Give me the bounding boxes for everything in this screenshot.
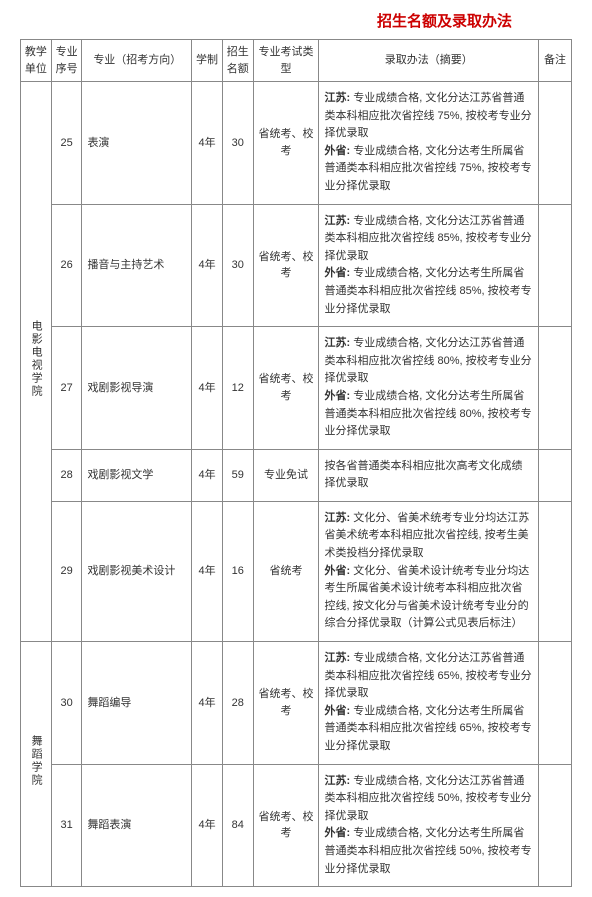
examtype-cell: 省统考、校考: [253, 642, 319, 765]
quota-cell: 59: [222, 449, 253, 501]
table-row: 27 戏剧影视导演 4年 12 省统考、校考 江苏: 专业成绩合格, 文化分达江…: [21, 327, 572, 450]
seq-cell: 26: [51, 204, 82, 327]
table-row: 26 播音与主持艺术 4年 30 省统考、校考 江苏: 专业成绩合格, 文化分达…: [21, 204, 572, 327]
th-note: 备注: [538, 40, 571, 82]
seq-cell: 27: [51, 327, 82, 450]
unit-cell: 舞蹈学院: [21, 642, 52, 887]
table-row: 电影电视学院 25 表演 4年 30 省统考、校考 江苏: 专业成绩合格, 文化…: [21, 82, 572, 205]
method-single-text: 按各省普通类本科相应批次高考文化成绩择优录取: [324, 460, 522, 490]
note-cell: [538, 764, 571, 887]
page-title: 招生名额及录取办法: [20, 10, 572, 31]
unit-name: 舞蹈学院: [28, 735, 45, 787]
method-wp-text: 文化分、省美术设计统考专业分均达考生所属省美术设计统考本科相应批次省控线, 按文…: [324, 565, 529, 630]
quota-cell: 28: [222, 642, 253, 765]
method-js-label: 江苏:: [324, 652, 353, 664]
method-wp-label: 外省:: [324, 390, 353, 402]
year-cell: 4年: [192, 449, 223, 501]
quota-cell: 12: [222, 327, 253, 450]
method-wp-text: 专业成绩合格, 文化分达考生所属省普通类本科相应批次省控线 65%, 按校考专业…: [324, 705, 531, 752]
method-wp-text: 专业成绩合格, 文化分达考生所属省普通类本科相应批次省控线 50%, 按校考专业…: [324, 827, 531, 874]
year-cell: 4年: [192, 764, 223, 887]
seq-cell: 30: [51, 642, 82, 765]
table-row: 31 舞蹈表演 4年 84 省统考、校考 江苏: 专业成绩合格, 文化分达江苏省…: [21, 764, 572, 887]
major-cell: 舞蹈表演: [82, 764, 192, 887]
method-js-text: 文化分、省美术统考专业分均达江苏省美术统考本科相应批次省控线, 按考生美术类投档…: [324, 512, 529, 559]
method-cell: 江苏: 专业成绩合格, 文化分达江苏省普通类本科相应批次省控线 50%, 按校考…: [319, 764, 539, 887]
year-cell: 4年: [192, 82, 223, 205]
method-js-text: 专业成绩合格, 文化分达江苏省普通类本科相应批次省控线 50%, 按校考专业分择…: [324, 775, 531, 822]
method-js-text: 专业成绩合格, 文化分达江苏省普通类本科相应批次省控线 80%, 按校考专业分择…: [324, 337, 531, 384]
method-js-text: 专业成绩合格, 文化分达江苏省普通类本科相应批次省控线 75%, 按校考专业分择…: [324, 92, 531, 139]
seq-cell: 31: [51, 764, 82, 887]
seq-cell: 25: [51, 82, 82, 205]
method-wp-text: 专业成绩合格, 文化分达考生所属省普通类本科相应批次省控线 80%, 按校考专业…: [324, 390, 531, 437]
quota-cell: 16: [222, 501, 253, 641]
table-row: 舞蹈学院 30 舞蹈编导 4年 28 省统考、校考 江苏: 专业成绩合格, 文化…: [21, 642, 572, 765]
examtype-cell: 省统考、校考: [253, 204, 319, 327]
method-js-label: 江苏:: [324, 512, 353, 524]
table-header-row: 教学单位 专业序号 专业（招考方向） 学制 招生名额 专业考试类型 录取办法（摘…: [21, 40, 572, 82]
major-cell: 播音与主持艺术: [82, 204, 192, 327]
admission-table: 教学单位 专业序号 专业（招考方向） 学制 招生名额 专业考试类型 录取办法（摘…: [20, 39, 572, 887]
method-js-label: 江苏:: [324, 215, 353, 227]
table-body: 电影电视学院 25 表演 4年 30 省统考、校考 江苏: 专业成绩合格, 文化…: [21, 82, 572, 887]
table-row: 29 戏剧影视美术设计 4年 16 省统考 江苏: 文化分、省美术统考专业分均达…: [21, 501, 572, 641]
method-cell: 江苏: 专业成绩合格, 文化分达江苏省普通类本科相应批次省控线 80%, 按校考…: [319, 327, 539, 450]
year-cell: 4年: [192, 327, 223, 450]
note-cell: [538, 327, 571, 450]
method-js-label: 江苏:: [324, 92, 353, 104]
method-wp-label: 外省:: [324, 565, 353, 577]
examtype-cell: 省统考: [253, 501, 319, 641]
seq-cell: 28: [51, 449, 82, 501]
method-wp-label: 外省:: [324, 827, 353, 839]
year-cell: 4年: [192, 204, 223, 327]
major-cell: 表演: [82, 82, 192, 205]
method-cell: 按各省普通类本科相应批次高考文化成绩择优录取: [319, 449, 539, 501]
method-cell: 江苏: 专业成绩合格, 文化分达江苏省普通类本科相应批次省控线 75%, 按校考…: [319, 82, 539, 205]
major-cell: 戏剧影视导演: [82, 327, 192, 450]
examtype-cell: 专业免试: [253, 449, 319, 501]
note-cell: [538, 82, 571, 205]
method-wp-text: 专业成绩合格, 文化分达考生所属省普通类本科相应批次省控线 85%, 按校考专业…: [324, 267, 531, 314]
quota-cell: 30: [222, 204, 253, 327]
year-cell: 4年: [192, 642, 223, 765]
seq-cell: 29: [51, 501, 82, 641]
note-cell: [538, 642, 571, 765]
th-seq: 专业序号: [51, 40, 82, 82]
method-cell: 江苏: 文化分、省美术统考专业分均达江苏省美术统考本科相应批次省控线, 按考生美…: [319, 501, 539, 641]
unit-name: 电影电视学院: [28, 320, 45, 398]
method-js-label: 江苏:: [324, 775, 353, 787]
method-wp-label: 外省:: [324, 705, 353, 717]
method-js-label: 江苏:: [324, 337, 353, 349]
table-row: 28 戏剧影视文学 4年 59 专业免试 按各省普通类本科相应批次高考文化成绩择…: [21, 449, 572, 501]
method-wp-label: 外省:: [324, 267, 353, 279]
year-cell: 4年: [192, 501, 223, 641]
method-cell: 江苏: 专业成绩合格, 文化分达江苏省普通类本科相应批次省控线 65%, 按校考…: [319, 642, 539, 765]
quota-cell: 84: [222, 764, 253, 887]
method-js-text: 专业成绩合格, 文化分达江苏省普通类本科相应批次省控线 85%, 按校考专业分择…: [324, 215, 531, 262]
major-cell: 戏剧影视文学: [82, 449, 192, 501]
method-cell: 江苏: 专业成绩合格, 文化分达江苏省普通类本科相应批次省控线 85%, 按校考…: [319, 204, 539, 327]
quota-cell: 30: [222, 82, 253, 205]
th-unit: 教学单位: [21, 40, 52, 82]
note-cell: [538, 449, 571, 501]
examtype-cell: 省统考、校考: [253, 82, 319, 205]
th-method: 录取办法（摘要）: [319, 40, 539, 82]
th-examtype: 专业考试类型: [253, 40, 319, 82]
major-cell: 戏剧影视美术设计: [82, 501, 192, 641]
examtype-cell: 省统考、校考: [253, 327, 319, 450]
th-quota: 招生名额: [222, 40, 253, 82]
note-cell: [538, 204, 571, 327]
note-cell: [538, 501, 571, 641]
method-js-text: 专业成绩合格, 文化分达江苏省普通类本科相应批次省控线 65%, 按校考专业分择…: [324, 652, 531, 699]
th-major: 专业（招考方向）: [82, 40, 192, 82]
examtype-cell: 省统考、校考: [253, 764, 319, 887]
method-wp-text: 专业成绩合格, 文化分达考生所属省普通类本科相应批次省控线 75%, 按校考专业…: [324, 145, 531, 192]
method-wp-label: 外省:: [324, 145, 353, 157]
unit-cell: 电影电视学院: [21, 82, 52, 642]
th-year: 学制: [192, 40, 223, 82]
major-cell: 舞蹈编导: [82, 642, 192, 765]
